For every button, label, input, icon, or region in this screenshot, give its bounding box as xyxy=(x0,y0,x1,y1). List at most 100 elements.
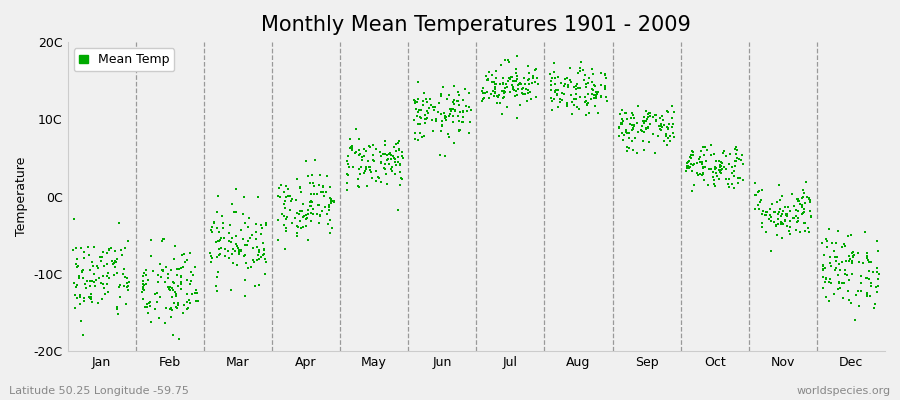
Point xyxy=(279,225,293,232)
Point xyxy=(644,112,658,119)
Point xyxy=(291,224,305,230)
Point xyxy=(625,126,639,133)
Point xyxy=(443,106,457,112)
Point xyxy=(244,264,258,270)
Point xyxy=(274,182,288,188)
Point xyxy=(313,213,328,220)
Point xyxy=(695,161,709,167)
Point xyxy=(778,216,792,223)
Point xyxy=(395,176,410,182)
Point xyxy=(863,293,878,300)
Point xyxy=(120,274,134,281)
Point xyxy=(135,280,149,287)
Point xyxy=(136,296,150,302)
Point xyxy=(446,119,461,125)
Point xyxy=(829,258,843,264)
Point xyxy=(427,106,441,113)
Point xyxy=(696,165,710,172)
Point xyxy=(86,271,101,277)
Point xyxy=(518,90,533,97)
Point xyxy=(340,172,355,178)
Point xyxy=(205,255,220,261)
Point xyxy=(409,129,423,136)
Point xyxy=(254,254,268,260)
Point xyxy=(645,130,660,137)
Point xyxy=(135,278,149,285)
Point xyxy=(456,114,471,121)
Point xyxy=(222,254,237,261)
Point xyxy=(520,98,535,104)
Point xyxy=(489,80,503,87)
Point xyxy=(340,153,355,160)
Point xyxy=(456,109,471,116)
Point xyxy=(236,210,250,217)
Point xyxy=(793,229,807,235)
Point xyxy=(664,124,679,130)
Point xyxy=(618,110,633,116)
Point xyxy=(103,275,117,282)
Point xyxy=(763,206,778,212)
Point xyxy=(648,112,662,118)
Point xyxy=(246,257,260,263)
Point xyxy=(795,202,809,208)
Point xyxy=(706,150,721,157)
Point xyxy=(475,96,490,102)
Point xyxy=(554,80,568,86)
Point xyxy=(416,98,430,104)
Point xyxy=(316,184,330,190)
Point xyxy=(312,171,327,178)
Point xyxy=(680,160,694,166)
Point xyxy=(560,102,574,109)
Point xyxy=(587,94,601,101)
Point xyxy=(770,211,785,217)
Point xyxy=(614,120,628,126)
Point xyxy=(302,206,316,213)
Point xyxy=(660,108,674,114)
Point xyxy=(83,283,97,290)
Point xyxy=(815,240,830,246)
Point xyxy=(665,115,680,121)
Point xyxy=(838,270,852,277)
Point xyxy=(303,210,318,216)
Point xyxy=(569,82,583,89)
Point xyxy=(77,298,92,304)
Point xyxy=(150,272,165,278)
Point xyxy=(626,125,640,131)
Point xyxy=(777,221,791,227)
Point xyxy=(148,291,163,298)
Point xyxy=(491,93,505,99)
Point xyxy=(121,284,135,290)
Point xyxy=(730,154,744,161)
Point xyxy=(94,280,108,286)
Point xyxy=(598,86,612,92)
Point xyxy=(681,162,696,169)
Point xyxy=(102,246,116,252)
Point xyxy=(548,80,562,87)
Point xyxy=(407,96,421,103)
Point xyxy=(498,85,512,91)
Point xyxy=(527,67,542,74)
Point xyxy=(204,253,219,259)
Point xyxy=(517,75,531,82)
Point xyxy=(204,223,219,230)
Point xyxy=(820,238,834,244)
Point xyxy=(446,140,461,146)
Point xyxy=(846,249,860,256)
Point xyxy=(238,242,252,248)
Point xyxy=(283,192,297,199)
Point xyxy=(297,213,311,220)
Point xyxy=(216,220,230,226)
Point xyxy=(587,82,601,89)
Point xyxy=(380,152,394,158)
Point xyxy=(442,134,456,141)
Point xyxy=(384,156,399,162)
Point xyxy=(643,120,657,127)
Point xyxy=(86,244,101,250)
Point xyxy=(257,256,272,262)
Point xyxy=(176,302,191,308)
Point xyxy=(420,98,435,105)
Point xyxy=(280,214,294,220)
Point xyxy=(77,249,92,255)
Point xyxy=(364,167,378,173)
Point xyxy=(788,207,803,213)
